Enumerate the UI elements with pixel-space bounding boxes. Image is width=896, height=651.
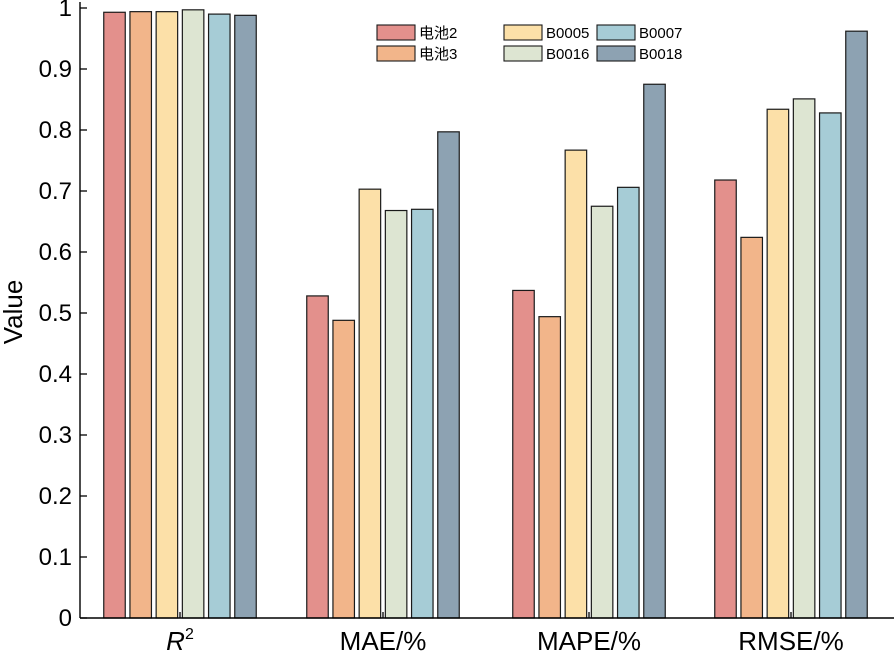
y-tick-label: 0.4	[39, 361, 72, 388]
bar-电池3-MAPE/%	[538, 316, 562, 619]
bar-B0018-R	[234, 14, 257, 619]
bar-B0007-MAE/%	[410, 208, 434, 619]
legend-swatch-B0007	[596, 24, 636, 41]
bar-B0016-MAPE/%	[590, 205, 614, 619]
y-axis-label: Value	[0, 280, 28, 345]
bar-B0005-MAE/%	[358, 188, 382, 619]
legend-swatch-B0005	[503, 24, 543, 41]
legend-label-B0016: B0016	[546, 46, 589, 63]
axes: 0 0.1 0.2 0.3 0.4 0.5 0.6 0.7 0.8 0.9 1 R2 MAE/% MAPE…	[39, 0, 894, 651]
bar-B0018-MAPE/%	[643, 83, 666, 619]
x-tick-label: RMSE/%	[738, 626, 843, 651]
legend-label-B0005: B0005	[546, 25, 589, 42]
y-tick-label: 0.2	[39, 483, 72, 510]
legend-label-电池2: 电池2	[419, 25, 457, 42]
legend-label-B0018: B0018	[639, 46, 682, 63]
bar-电池3-MAE/%	[332, 319, 356, 619]
bar-B0018-RMSE/%	[845, 30, 868, 619]
bar-B0005-R	[155, 11, 179, 619]
bars	[103, 9, 868, 619]
bar-B0016-RMSE/%	[792, 98, 816, 619]
x-tick-label: MAPE/%	[537, 626, 641, 651]
y-tick-label: 0.5	[39, 300, 72, 327]
bar-电池3-R	[129, 11, 153, 619]
x-tick-label-superscript: 2	[185, 626, 194, 643]
x-tick-label-text: R	[166, 626, 185, 651]
y-tick-label: 0.3	[39, 422, 72, 449]
y-tick-label: 0.7	[39, 178, 72, 205]
bar-电池3-RMSE/%	[740, 236, 764, 619]
legend: 电池2 电池3 B0005 B0016 B0007 B0018	[376, 24, 682, 63]
bar-B0007-MAPE/%	[616, 186, 640, 619]
bar-B0016-MAE/%	[384, 209, 408, 619]
bar-B0007-R	[207, 13, 231, 619]
bar-B0007-RMSE/%	[818, 112, 842, 619]
y-tick-label: 0.8	[39, 117, 72, 144]
legend-swatch-电池2	[376, 24, 416, 41]
x-tick-label: R2	[166, 626, 194, 651]
legend-swatch-B0016	[503, 45, 543, 62]
y-tick-label: 0	[59, 605, 72, 632]
y-tick-label: 1	[59, 0, 72, 22]
bar-B0005-MAPE/%	[564, 149, 588, 619]
bar-B0005-RMSE/%	[766, 108, 790, 619]
bar-电池2-MAE/%	[306, 295, 329, 619]
legend-swatch-B0018	[596, 45, 636, 62]
x-tick-label: MAE/%	[340, 626, 427, 651]
legend-label-B0007: B0007	[639, 25, 682, 42]
bar-电池2-MAPE/%	[512, 289, 535, 619]
legend-swatch-电池3	[376, 45, 416, 62]
y-tick-label: 0.9	[39, 56, 72, 83]
bar-电池2-RMSE/%	[714, 179, 737, 619]
y-tick-label: 0.6	[39, 239, 72, 266]
bar-电池2-R	[103, 11, 126, 619]
bar-B0016-R	[181, 9, 205, 619]
bar-B0018-MAE/%	[437, 131, 460, 619]
legend-label-电池3: 电池3	[419, 46, 457, 63]
y-tick-label: 0.1	[39, 544, 72, 571]
